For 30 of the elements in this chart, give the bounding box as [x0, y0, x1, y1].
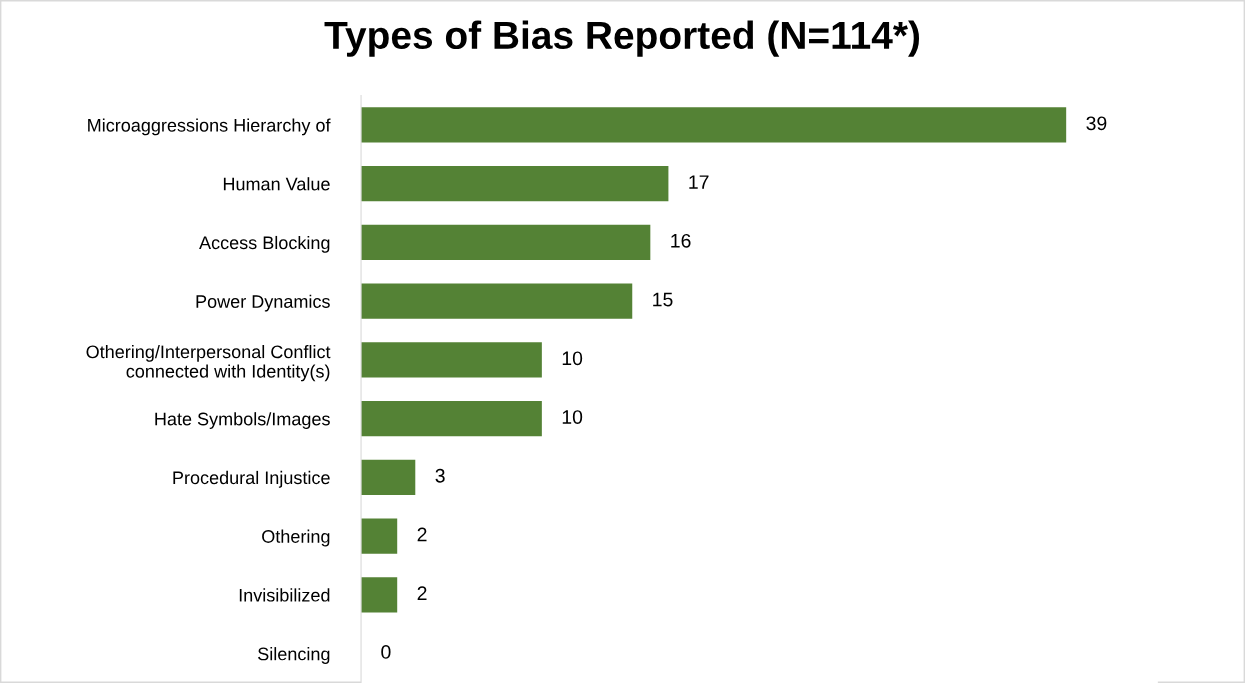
data-label: 15: [653, 292, 673, 307]
bar: [361, 518, 398, 554]
bar: [361, 283, 633, 319]
y-tick-label: Access Blocking: [199, 235, 330, 253]
data-label: 3: [435, 468, 445, 483]
bar: [361, 342, 542, 378]
data-label: 17: [689, 175, 709, 189]
data-label: 10: [562, 351, 583, 366]
data-label: 10: [562, 410, 583, 424]
bar: [361, 224, 651, 261]
bar: [361, 459, 416, 496]
y-tick-label: Silencing: [258, 647, 330, 664]
bar: [361, 577, 398, 613]
data-label: 2: [417, 527, 427, 542]
data-label: 2: [417, 586, 427, 600]
bar: [361, 166, 669, 202]
y-tick-label: Hate Symbols/Images: [155, 412, 330, 429]
y-tick-label: Othering/Interpersonal Conflict connected with Identity(s): [86, 344, 331, 382]
bar: [361, 401, 542, 437]
data-label: 0: [381, 645, 391, 659]
y-tick-label: Power Dynamics: [196, 294, 330, 312]
y-tick-label: Microaggressions Hierarchy of: [88, 118, 331, 136]
y-tick-label: Human Value: [223, 177, 330, 191]
chart-title: Types of Bias Reported (N=114*): [324, 20, 920, 57]
bar: [361, 107, 1067, 143]
y-tick-label: Invisibilized: [239, 588, 330, 602]
y-tick-label: Othering: [262, 529, 330, 547]
y-tick-label: Procedural Injustice: [173, 470, 330, 488]
data-label: 16: [671, 233, 691, 248]
data-label: 39: [1086, 116, 1107, 131]
